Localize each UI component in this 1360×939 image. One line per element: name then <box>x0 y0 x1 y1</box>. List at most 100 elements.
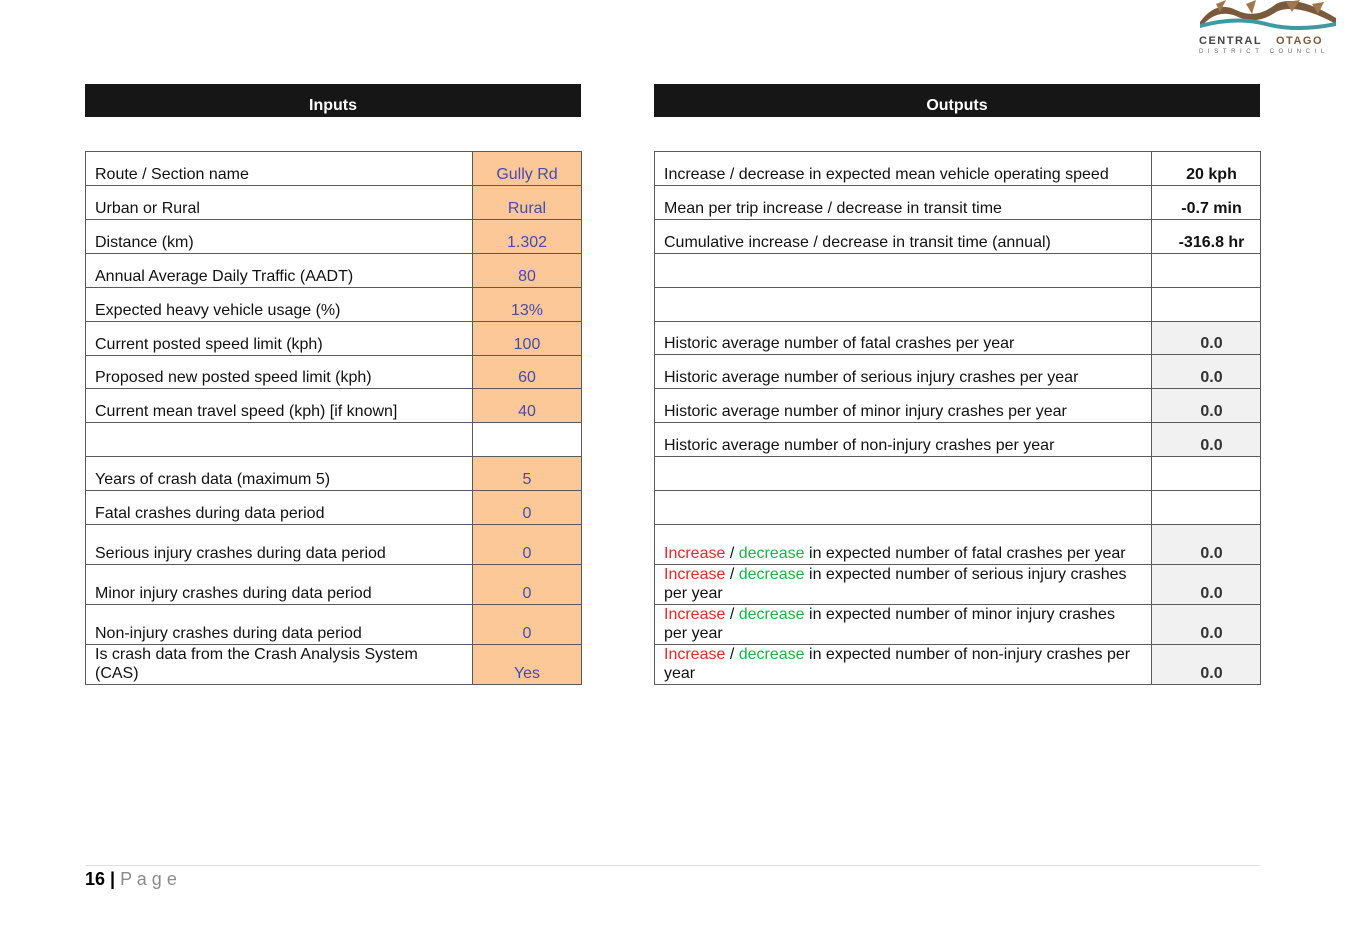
logo-subtitle: DISTRICT COUNCIL <box>1199 49 1329 55</box>
input-label: Fatal crashes during data period <box>85 490 473 525</box>
output-label: Increase / decrease in expected number o… <box>654 604 1152 645</box>
input-value: 0 <box>472 564 582 605</box>
logo-word: OTAGO <box>1276 35 1323 47</box>
decrease: decrease <box>738 545 805 562</box>
output-value: 0.0 <box>1151 354 1261 389</box>
output-label-text: Cumulative increase / decrease in transi… <box>664 234 1051 251</box>
output-label: Increase / decrease in expected number o… <box>654 564 1152 605</box>
rest: in expected number of minor injury crash… <box>664 606 1115 642</box>
output-value-text: 0.0 <box>1200 625 1223 642</box>
input-value-text: 100 <box>513 336 541 353</box>
input-value: 13% <box>472 287 582 322</box>
inputs-title: Inputs <box>85 84 581 117</box>
output-value: -0.7 min <box>1151 185 1261 220</box>
output-label <box>654 253 1152 288</box>
output-value <box>1151 253 1261 288</box>
input-value-text: 0 <box>522 625 532 642</box>
input-value-text: 60 <box>518 369 536 386</box>
output-label <box>654 456 1152 491</box>
output-value-text: -316.8 hr <box>1178 234 1245 251</box>
input-value: 0 <box>472 524 582 565</box>
output-value-text: 0.0 <box>1200 403 1223 420</box>
input-value-text: 5 <box>522 471 532 488</box>
input-label-text: Years of crash data (maximum 5) <box>95 471 331 488</box>
input-value-text: 0 <box>522 585 532 602</box>
decrease: decrease <box>738 606 805 623</box>
input-label: Current posted speed limit (kph) <box>85 321 473 356</box>
output-label: Historic average number of fatal crashes… <box>654 321 1152 355</box>
input-label-text: Expected heavy vehicle usage (%) <box>95 302 341 319</box>
output-value-text: 0.0 <box>1200 369 1223 386</box>
input-label-text: Minor injury crashes during data period <box>95 585 372 602</box>
output-label-text: Increase / decrease in expected mean veh… <box>664 166 1109 183</box>
input-label-text: Urban or Rural <box>95 200 200 217</box>
output-value-text: 20 kph <box>1186 166 1237 183</box>
input-value-text: 40 <box>518 403 536 420</box>
increase: Increase <box>664 545 726 562</box>
output-label-text: Historic average number of non-injury cr… <box>664 437 1055 454</box>
slash: / <box>729 646 735 663</box>
output-value: 0.0 <box>1151 604 1261 645</box>
output-label: Cumulative increase / decrease in transi… <box>654 219 1152 254</box>
output-value: 0.0 <box>1151 388 1261 423</box>
separator: | <box>110 869 116 889</box>
input-label-text: Current posted speed limit (kph) <box>95 336 323 353</box>
input-value: 100 <box>472 321 582 356</box>
slash: / <box>729 606 735 623</box>
input-label: Annual Average Daily Traffic (AADT) <box>85 253 473 288</box>
output-label-text: Historic average number of minor injury … <box>664 403 1067 420</box>
input-value-text: Rural <box>507 200 547 217</box>
input-value-text: 0 <box>522 505 532 522</box>
input-value: 0 <box>472 490 582 525</box>
input-label: Route / Section name <box>85 151 473 186</box>
input-label: Distance (km) <box>85 219 473 254</box>
input-label: Minor injury crashes during data period <box>85 564 473 605</box>
output-value-text: 0.0 <box>1200 545 1223 562</box>
rest: in expected number of non-injury crashes… <box>664 646 1131 682</box>
slash: / <box>729 545 735 562</box>
output-value-text: 0.0 <box>1200 335 1223 352</box>
input-value <box>472 422 582 457</box>
input-label-text: Is crash data from the Crash Analysis Sy… <box>95 646 418 682</box>
input-value-text: Gully Rd <box>496 166 558 183</box>
input-label: Is crash data from the Crash Analysis Sy… <box>85 644 473 685</box>
output-label: Historic average number of non-injury cr… <box>654 422 1152 457</box>
output-value <box>1151 287 1261 322</box>
rest: in expected number of serious injury cra… <box>664 566 1127 602</box>
page-number: 16 <box>85 869 106 889</box>
increase: Increase <box>664 606 726 623</box>
output-label-text: Historic average number of serious injur… <box>664 369 1079 386</box>
input-label <box>85 422 473 457</box>
outputs-title: Outputs <box>654 84 1260 117</box>
output-value: -316.8 hr <box>1151 219 1261 254</box>
decrease: decrease <box>738 566 805 583</box>
input-value: 40 <box>472 388 582 423</box>
footer: 16 | P a g e <box>85 869 177 890</box>
input-label: Current mean travel speed (kph) [if know… <box>85 388 473 423</box>
input-value-text: Yes <box>513 665 541 682</box>
input-value: 0 <box>472 604 582 645</box>
output-value-text: 0.0 <box>1200 665 1223 682</box>
output-label: Increase / decrease in expected number o… <box>654 524 1152 565</box>
output-value: 0.0 <box>1151 524 1261 565</box>
decrease: decrease <box>738 646 805 663</box>
input-value-text: 13% <box>510 302 544 319</box>
output-label-text: Increase / decrease in expected number o… <box>664 605 1142 643</box>
output-value <box>1151 456 1261 491</box>
input-label: Proposed new posted speed limit (kph) <box>85 355 473 389</box>
output-value: 0.0 <box>1151 644 1261 685</box>
input-value: Yes <box>472 644 582 685</box>
input-value-text: 1.302 <box>506 234 548 251</box>
output-value <box>1151 490 1261 525</box>
output-value: 20 kph <box>1151 151 1261 186</box>
input-label: Years of crash data (maximum 5) <box>85 456 473 491</box>
output-label-text: Mean per trip increase / decrease in tra… <box>664 200 1002 217</box>
output-label-text: Increase / decrease in expected number o… <box>664 565 1142 603</box>
output-value-text: 0.0 <box>1200 585 1223 602</box>
input-value: 80 <box>472 253 582 288</box>
input-label-text: Route / Section name <box>95 166 249 183</box>
logo-word: CENTRAL <box>1199 35 1262 47</box>
output-label-text: Historic average number of fatal crashes… <box>664 335 1015 352</box>
input-label-text: Non-injury crashes during data period <box>95 625 362 642</box>
input-label: Serious injury crashes during data perio… <box>85 524 473 565</box>
